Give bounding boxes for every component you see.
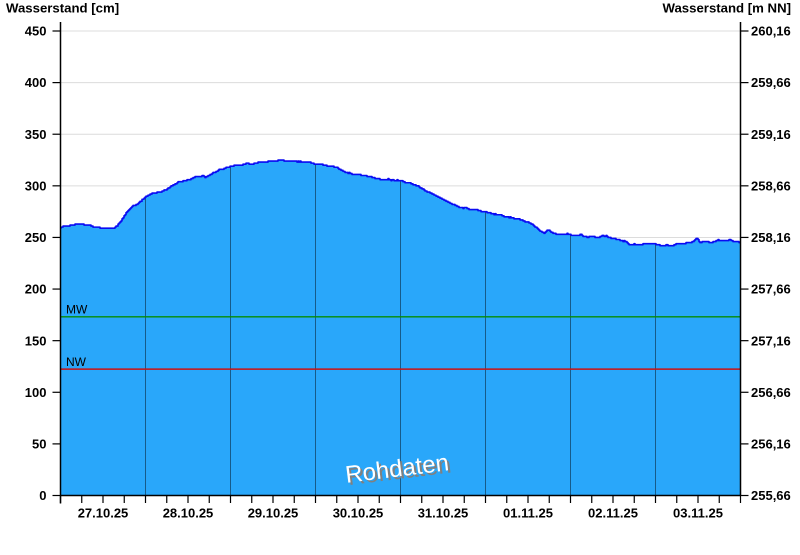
svg-text:259,16: 259,16: [751, 127, 791, 142]
svg-text:257,66: 257,66: [751, 282, 791, 297]
svg-text:31.10.25: 31.10.25: [418, 506, 469, 521]
svg-text:03.11.25: 03.11.25: [673, 506, 723, 521]
svg-text:29.10.25: 29.10.25: [248, 506, 299, 521]
svg-text:150: 150: [25, 333, 47, 348]
svg-text:300: 300: [25, 178, 47, 193]
svg-text:50: 50: [32, 436, 46, 451]
svg-text:255,66: 255,66: [751, 488, 791, 503]
svg-text:0: 0: [39, 488, 46, 503]
svg-text:256,16: 256,16: [751, 436, 791, 451]
svg-text:259,66: 259,66: [751, 75, 791, 90]
svg-text:350: 350: [25, 127, 47, 142]
svg-text:100: 100: [25, 385, 47, 400]
svg-text:MW: MW: [66, 303, 88, 317]
svg-text:30.10.25: 30.10.25: [333, 506, 384, 521]
svg-text:400: 400: [25, 75, 47, 90]
svg-text:Wasserstand [cm]: Wasserstand [cm]: [6, 1, 119, 16]
svg-text:200: 200: [25, 282, 47, 297]
svg-text:02.11.25: 02.11.25: [588, 506, 638, 521]
svg-text:27.10.25: 27.10.25: [78, 506, 129, 521]
svg-text:NW: NW: [66, 355, 87, 369]
svg-text:250: 250: [25, 230, 47, 245]
svg-text:450: 450: [25, 24, 47, 39]
svg-text:260,16: 260,16: [751, 24, 791, 39]
svg-text:257,16: 257,16: [751, 333, 791, 348]
svg-text:01.11.25: 01.11.25: [503, 506, 553, 521]
svg-text:28.10.25: 28.10.25: [163, 506, 214, 521]
svg-text:258,66: 258,66: [751, 178, 791, 193]
svg-text:Wasserstand [m NN]: Wasserstand [m NN]: [663, 1, 791, 16]
svg-text:256,66: 256,66: [751, 385, 791, 400]
svg-text:258,16: 258,16: [751, 230, 791, 245]
